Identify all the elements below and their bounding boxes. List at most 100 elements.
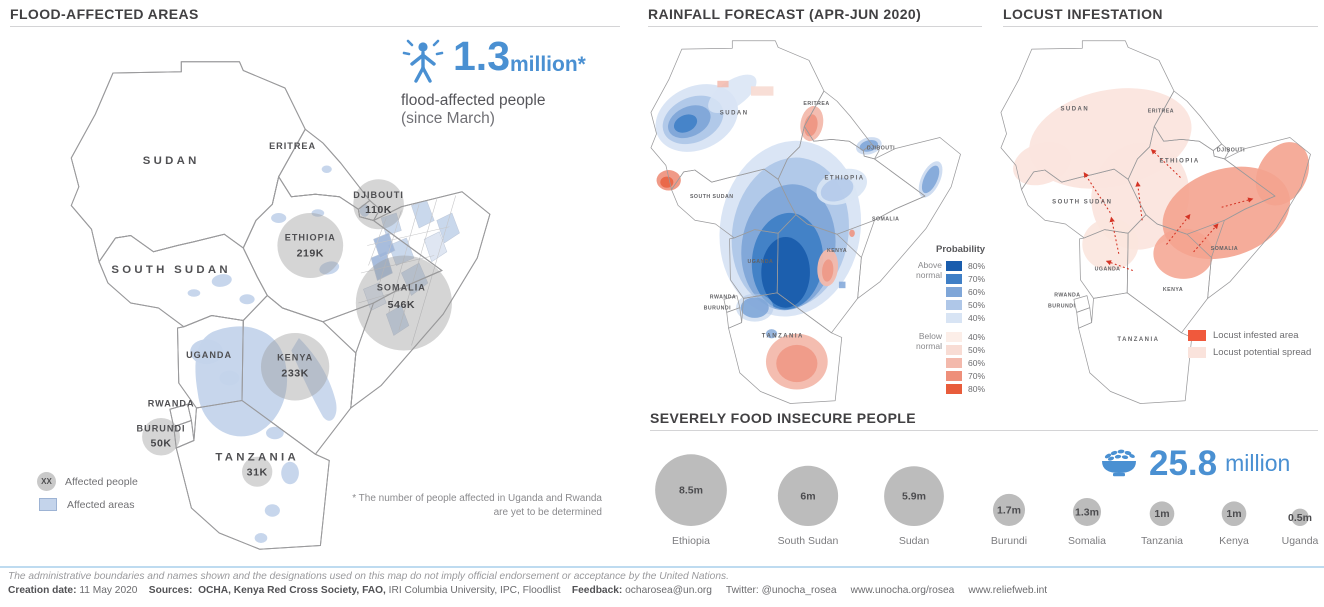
map-shading: [673, 114, 698, 133]
flood-stat-unit: million*: [510, 53, 586, 76]
locust-spread-arrow: [1166, 213, 1191, 245]
rainfall-legend-pct: 80%: [968, 260, 986, 271]
rainfall-legend-pct: 60%: [968, 286, 986, 297]
food-stat-value: 25.8: [1149, 443, 1218, 483]
map-shading: [740, 297, 769, 318]
admin-boundary-line: [360, 255, 435, 274]
country-label-sudan: SUDAN: [1060, 107, 1089, 113]
country-label-burundi: BURUNDI: [1048, 304, 1075, 310]
food-insecure-bubble-chart: 8.5m Ethiopia 6m South Sudan 5.9m Sudan 1.7m Bu…: [655, 454, 1319, 547]
food-bubble-value: 1m: [1226, 508, 1241, 520]
rainfall-legend-row: 70%: [946, 369, 1012, 382]
footer-disclaimer: The administrative boundaries and names …: [8, 571, 729, 582]
rainfall-legend: Probability Above normal 80% 70% 60% 50% 40% B…: [902, 244, 1012, 401]
country-label-djibouti: DJIBOUTI: [867, 146, 895, 152]
affected-count-somalia: 546K: [388, 299, 415, 311]
country-label-ethiopia: ETHIOPIA: [824, 175, 864, 181]
rainfall-legend-row: 40%: [946, 311, 1012, 324]
map-shading: [751, 86, 774, 96]
rainfall-legend-pct: 50%: [968, 344, 986, 355]
rainfall-legend-swatch: [946, 370, 962, 381]
rainfall-legend-swatch: [946, 357, 962, 368]
country-label-somalia: SOMALIA: [377, 283, 426, 293]
country-border-south-sudan: [98, 233, 268, 328]
affected-count-ethiopia: 219K: [297, 248, 324, 260]
map-shading: [820, 177, 854, 202]
rainfall-legend-pct: 40%: [968, 312, 986, 323]
locust-spread-arrow: [1109, 216, 1120, 254]
affected-people-circle: [355, 255, 452, 351]
country-border-tanzania: [728, 292, 843, 404]
locust-legend-swatch: [1188, 347, 1206, 358]
rainfall-legend-pct: 80%: [968, 383, 986, 394]
rainfall-legend-row: 50%: [946, 298, 1012, 311]
rainfall-legend-swatch: [946, 344, 962, 355]
admin-boundary-line: [368, 217, 387, 266]
locust-spread-arrow: [1105, 260, 1133, 272]
map-shading: [708, 74, 757, 114]
country-label-eritrea: ERITREA: [803, 101, 829, 107]
affected-count-tanzania: 31K: [247, 467, 268, 479]
map-shading: [921, 165, 940, 194]
map-shading: [239, 294, 255, 305]
country-outline: [176, 314, 244, 409]
footer-meta-segment: Sources:: [148, 585, 193, 596]
country-label-uganda: UGANDA: [186, 350, 232, 360]
food-bubble-category: Ethiopia: [672, 535, 710, 547]
food-stat: 25.8 million: [1098, 443, 1290, 484]
map-shading: [822, 259, 834, 282]
country-label-tanzania: TANZANIA: [762, 333, 804, 339]
country-outline: [98, 233, 268, 328]
country-label-somalia: SOMALIA: [872, 216, 899, 222]
country-label-uganda: UGANDA: [1095, 267, 1121, 273]
rainfall-legend-below-label: Below normal: [916, 331, 942, 351]
rainfall-legend-row: 40%: [946, 330, 1012, 343]
locust-spread-arrow: [1221, 197, 1254, 208]
rainfall-legend-row: 60%: [946, 285, 1012, 298]
rainfall-legend-pct: 70%: [968, 273, 986, 284]
country-label-burundi: BURUNDI: [704, 306, 731, 312]
food-bubble-somalia: [1072, 497, 1102, 526]
country-label-sudan: SUDAN: [720, 110, 749, 116]
flood-title-rule: [10, 26, 620, 27]
map-shading: [765, 329, 778, 339]
food-bubble-ethiopia: [655, 454, 727, 526]
food-bubble-value: 1m: [1154, 508, 1169, 520]
map-shading: [264, 504, 280, 517]
country-label-ethiopia: ETHIOPIA: [1159, 159, 1199, 165]
affected-people-circle: [260, 333, 330, 401]
rainfall-legend-pct: 70%: [968, 370, 986, 381]
rainfall-legend-swatch: [946, 312, 962, 323]
food-bubble-value: 5.9m: [902, 491, 926, 503]
footer-meta-segment: IRI Columbia University, IPC, Floodlist: [385, 585, 572, 596]
map-shading: [311, 209, 325, 217]
locust-spread-arrow: [1083, 172, 1111, 214]
food-bubble-category: Sudan: [899, 535, 930, 547]
country-label-djibouti: DJIBOUTI: [1217, 147, 1245, 153]
food-bubble-tanzania: [1149, 501, 1175, 526]
footer-meta-segment: OCHA, Kenya Red Cross Society, FAO,: [198, 585, 386, 596]
map-shading: [211, 274, 232, 287]
country-label-rwanda: RWANDA: [1054, 293, 1080, 299]
country-border-south-sudan: [1021, 168, 1147, 239]
food-bubble-value: 0.5m: [1288, 512, 1312, 524]
country-label-rwanda: RWANDA: [148, 399, 195, 409]
rainfall-legend-swatch: [946, 260, 962, 271]
rainfall-legend-pct: 60%: [968, 357, 986, 368]
country-border-somalia: [857, 137, 961, 299]
affected-people-circle: [242, 456, 273, 487]
rainfall-legend-swatch: [946, 383, 962, 394]
country-outline: [175, 399, 330, 550]
map-shading: [359, 204, 370, 217]
country-label-tanzania: TANZANIA: [215, 452, 299, 464]
country-label-eritrea: ERITREA: [1148, 108, 1174, 114]
map-shading: [660, 176, 674, 188]
flood-admin-cell: [385, 305, 410, 336]
flood-footnote: * The number of people affected in Ugand…: [352, 493, 602, 518]
country-label-south-sudan: SOUTH SUDAN: [111, 264, 231, 276]
food-bubble-value: 1.7m: [997, 504, 1021, 516]
flood-area-kenya-west: [195, 326, 288, 437]
admin-boundary-line: [398, 199, 438, 331]
country-border-uganda: [729, 229, 779, 299]
country-label-eritrea: ERITREA: [269, 141, 316, 151]
